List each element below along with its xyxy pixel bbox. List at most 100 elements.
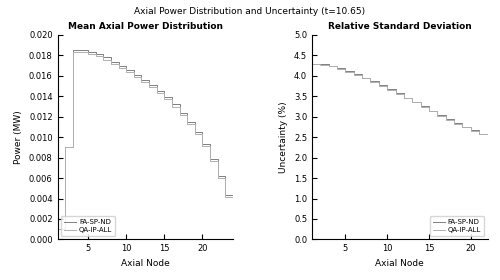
FA-SP-ND — [359, 76, 365, 79]
FA-SP-ND — [309, 62, 315, 65]
Line: FA-SP-ND: FA-SP-ND — [58, 50, 233, 229]
FA-SP-ND — [184, 120, 190, 123]
QA-IP-ALL — [418, 105, 424, 109]
FA-SP-ND — [230, 208, 236, 211]
QA-IP-ALL — [176, 113, 182, 116]
QA-IP-ALL — [484, 136, 490, 139]
QA-IP-ALL — [62, 146, 68, 149]
FA-SP-ND — [207, 157, 213, 160]
FA-SP-ND — [442, 117, 448, 120]
FA-SP-ND — [154, 90, 160, 93]
FA-SP-ND — [169, 103, 175, 106]
QA-IP-ALL — [334, 67, 340, 71]
QA-IP-ALL — [116, 66, 121, 69]
QA-IP-ALL — [376, 84, 382, 87]
QA-IP-ALL — [70, 51, 76, 54]
QA-IP-ALL — [426, 110, 432, 113]
FA-SP-ND — [334, 66, 340, 70]
QA-IP-ALL — [207, 159, 213, 162]
QA-IP-ALL — [442, 118, 448, 121]
Y-axis label: Uncertainty (%): Uncertainty (%) — [280, 101, 288, 173]
FA-SP-ND — [418, 104, 424, 108]
QA-IP-ALL — [230, 210, 236, 213]
QA-IP-ALL — [476, 133, 482, 136]
QA-IP-ALL — [309, 63, 315, 66]
QA-IP-ALL — [192, 132, 198, 136]
QA-IP-ALL — [123, 70, 129, 73]
QA-IP-ALL — [138, 80, 144, 84]
Line: QA-IP-ALL: QA-IP-ALL — [58, 52, 233, 229]
QA-IP-ALL — [131, 75, 137, 79]
QA-IP-ALL — [222, 196, 228, 199]
FA-SP-ND — [108, 60, 114, 63]
FA-SP-ND — [70, 49, 76, 52]
QA-IP-ALL — [326, 65, 332, 68]
QA-IP-ALL — [451, 122, 457, 125]
Legend: FA-SP-ND, QA-IP-ALL: FA-SP-ND, QA-IP-ALL — [61, 216, 115, 236]
FA-SP-ND — [318, 62, 324, 66]
X-axis label: Axial Node: Axial Node — [121, 259, 170, 268]
Legend: FA-SP-ND, QA-IP-ALL: FA-SP-ND, QA-IP-ALL — [430, 216, 484, 236]
FA-SP-ND — [116, 64, 121, 67]
FA-SP-ND — [78, 49, 84, 52]
FA-SP-ND — [476, 132, 482, 135]
QA-IP-ALL — [214, 176, 220, 180]
FA-SP-ND — [410, 100, 416, 103]
QA-IP-ALL — [78, 51, 84, 54]
QA-IP-ALL — [359, 77, 365, 80]
FA-SP-ND — [351, 72, 357, 76]
QA-IP-ALL — [351, 73, 357, 76]
Title: Relative Standard Deviation: Relative Standard Deviation — [328, 22, 472, 31]
FA-SP-ND — [192, 130, 198, 134]
QA-IP-ALL — [146, 85, 152, 89]
FA-SP-ND — [434, 113, 440, 116]
FA-SP-ND — [384, 87, 390, 91]
FA-SP-ND — [392, 91, 398, 95]
QA-IP-ALL — [169, 105, 175, 108]
FA-SP-ND — [146, 83, 152, 87]
FA-SP-ND — [85, 51, 91, 54]
FA-SP-ND — [214, 174, 220, 178]
QA-IP-ALL — [162, 98, 168, 101]
FA-SP-ND — [222, 194, 228, 197]
FA-SP-ND — [176, 111, 182, 114]
FA-SP-ND — [92, 53, 98, 56]
QA-IP-ALL — [392, 92, 398, 95]
QA-IP-ALL — [460, 126, 466, 129]
Y-axis label: Power (MW): Power (MW) — [14, 110, 24, 164]
FA-SP-ND — [326, 64, 332, 67]
QA-IP-ALL — [384, 88, 390, 92]
QA-IP-ALL — [108, 62, 114, 65]
FA-SP-ND — [200, 143, 205, 146]
QA-IP-ALL — [85, 53, 91, 56]
QA-IP-ALL — [318, 63, 324, 67]
QA-IP-ALL — [368, 80, 374, 84]
FA-SP-ND — [460, 125, 466, 128]
FA-SP-ND — [162, 96, 168, 99]
QA-IP-ALL — [434, 114, 440, 117]
Line: QA-IP-ALL: QA-IP-ALL — [312, 64, 488, 137]
FA-SP-ND — [100, 56, 106, 59]
QA-IP-ALL — [468, 129, 474, 133]
FA-SP-ND — [342, 69, 348, 73]
QA-IP-ALL — [401, 97, 407, 100]
QA-IP-ALL — [410, 101, 416, 104]
FA-SP-ND — [368, 80, 374, 83]
FA-SP-ND — [123, 68, 129, 71]
FA-SP-ND — [54, 227, 60, 231]
FA-SP-ND — [484, 135, 490, 138]
FA-SP-ND — [138, 78, 144, 82]
QA-IP-ALL — [154, 92, 160, 95]
QA-IP-ALL — [92, 55, 98, 58]
Text: Axial Power Distribution and Uncertainty (t=10.65): Axial Power Distribution and Uncertainty… — [134, 7, 366, 16]
QA-IP-ALL — [100, 58, 106, 61]
FA-SP-ND — [401, 96, 407, 99]
QA-IP-ALL — [200, 145, 205, 148]
FA-SP-ND — [376, 83, 382, 87]
QA-IP-ALL — [342, 70, 348, 73]
FA-SP-ND — [451, 121, 457, 125]
FA-SP-ND — [468, 129, 474, 132]
FA-SP-ND — [426, 109, 432, 112]
FA-SP-ND — [131, 73, 137, 76]
QA-IP-ALL — [54, 227, 60, 231]
